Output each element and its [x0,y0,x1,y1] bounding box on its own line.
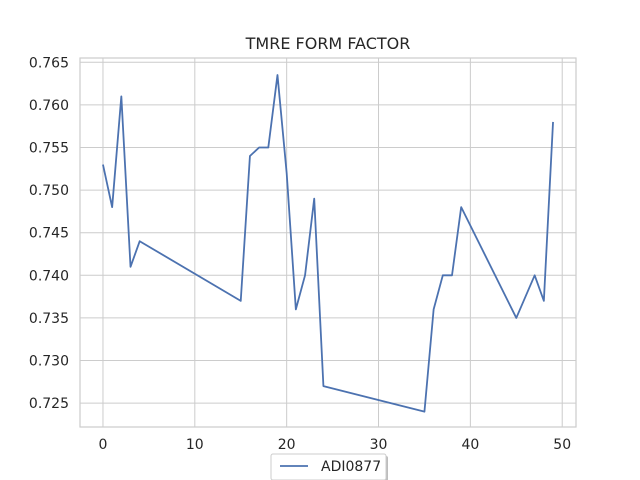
series-line [102,74,554,413]
y-tick-label: 0.750 [29,183,69,199]
y-tick-label: 0.725 [29,396,69,412]
y-tick-label: 0.740 [29,268,69,284]
y-tick-label: 0.735 [29,311,69,327]
x-tick-label: 40 [461,437,479,453]
chart-title: TMRE FORM FACTOR [245,34,411,53]
series-layer [102,74,554,413]
legend: ADI0877 [270,453,388,480]
x-tick-label: 10 [186,437,204,453]
y-tick-label: 0.765 [29,55,69,71]
y-tick-label: 0.730 [29,354,69,370]
y-tick-label: 0.755 [29,140,69,156]
y-tick-label: 0.745 [29,226,69,242]
x-tick-label: 50 [553,437,571,453]
x-tick-label: 30 [370,437,388,453]
grid [80,58,576,427]
x-tick-label: 20 [278,437,296,453]
legend-box [270,453,387,480]
axes: 0 10 20 30 40 50 0.725 0.730 0.735 0.740 0.745 0.75… [29,55,577,453]
plot-frame [79,57,577,428]
legend-label: ADI0877 [321,459,381,475]
x-tick-label: 0 [99,437,108,453]
y-tick-label: 0.760 [29,98,69,114]
